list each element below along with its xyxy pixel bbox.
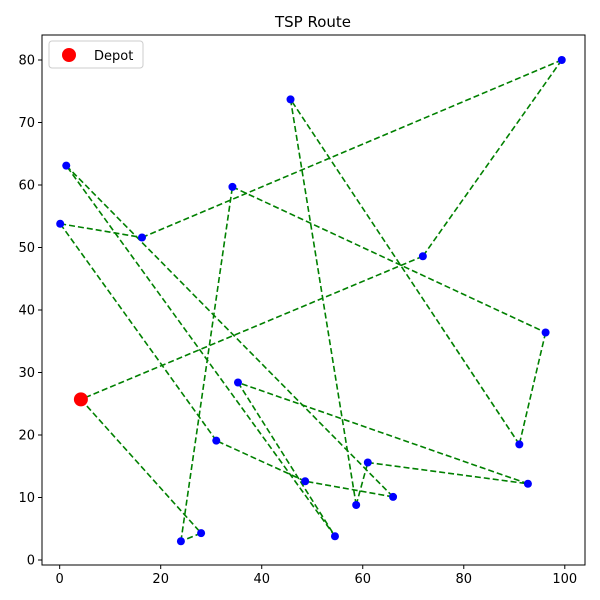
route-segment: [215, 439, 306, 482]
route-segment: [367, 461, 529, 485]
x-tick-label: 60: [354, 572, 371, 587]
route-segment: [59, 223, 217, 442]
y-tick-label: 60: [18, 179, 35, 194]
route-segment: [289, 99, 357, 506]
city-point: [301, 477, 310, 486]
city-point: [138, 233, 147, 242]
x-tick-label: 80: [455, 572, 472, 587]
route-segment: [518, 332, 547, 445]
legend-depot-label: Depot: [94, 49, 133, 64]
points-layer: [56, 56, 566, 546]
city-point: [197, 529, 206, 538]
route-segment: [65, 165, 394, 498]
city-point: [62, 161, 71, 170]
route-segment: [80, 255, 424, 401]
route-segment: [80, 398, 202, 534]
x-tick-label: 20: [152, 572, 169, 587]
route-segment: [141, 59, 563, 239]
y-tick-label: 20: [18, 429, 35, 444]
city-point: [515, 440, 524, 449]
city-point: [557, 56, 566, 64]
legend-depot-marker: [62, 48, 76, 62]
route-segment: [237, 381, 529, 485]
y-tick-label: 10: [18, 491, 35, 506]
route-layer: [59, 59, 563, 542]
y-tick-label: 30: [18, 366, 35, 381]
route-segment: [237, 382, 336, 537]
ticks-layer: 0 20 40 60 80 100 0 10 20 30 40 50 60 70 80: [18, 54, 577, 588]
y-tick-label: 70: [18, 116, 35, 131]
city-point: [286, 95, 295, 104]
city-point: [176, 537, 185, 546]
city-point: [56, 219, 65, 228]
city-point: [212, 436, 221, 445]
city-point: [330, 532, 339, 541]
legend: Depot: [48, 40, 144, 69]
city-point: [523, 479, 532, 488]
city-point: [233, 378, 242, 387]
depot-point: [73, 392, 88, 407]
city-point: [389, 492, 398, 501]
x-tick-label: 40: [253, 572, 270, 587]
x-tick-label: 100: [552, 572, 577, 587]
axes-frame: [41, 34, 586, 566]
chart-title: TSP Route: [274, 13, 351, 31]
x-tick-label: 0: [56, 572, 64, 587]
y-tick-label: 50: [18, 241, 35, 256]
legend-box: [48, 40, 144, 69]
route-segment: [305, 480, 394, 498]
y-tick-label: 40: [18, 304, 35, 319]
city-point: [363, 458, 372, 467]
route-segment: [289, 98, 521, 445]
city-point: [418, 252, 427, 261]
city-point: [228, 182, 237, 191]
route-segment: [180, 186, 234, 542]
city-point: [352, 501, 361, 509]
route-segment: [65, 165, 336, 537]
route-segment: [232, 186, 546, 334]
y-tick-label: 80: [18, 54, 35, 69]
route-segment: [60, 222, 143, 239]
city-point: [541, 328, 550, 337]
route-segment: [422, 59, 563, 257]
y-tick-label: 0: [27, 554, 35, 569]
